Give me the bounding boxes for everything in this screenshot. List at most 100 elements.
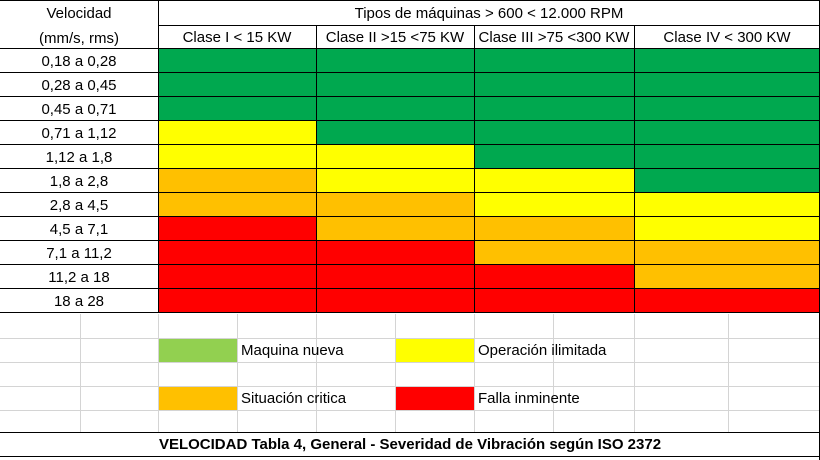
severity-cell-red [159, 217, 316, 241]
row-border [0, 288, 820, 289]
severity-cell-green [635, 73, 820, 97]
severity-cell-green [317, 121, 474, 145]
row-border [0, 240, 820, 241]
severity-cell-green [635, 97, 820, 121]
severity-cell-red [159, 241, 316, 265]
table-border [0, 312, 820, 313]
class-1-header: Clase I < 15 KW [182, 29, 292, 46]
severity-cell-red [317, 289, 474, 313]
table-border [158, 0, 159, 313]
severity-cell-green [159, 73, 316, 97]
velocity-range: 2,8 a 4,5 [49, 196, 109, 214]
severity-cell-orange [475, 241, 634, 265]
row-border [0, 144, 820, 145]
legend-label-critica: Situación critica [241, 390, 347, 407]
grid-line [0, 338, 820, 339]
severity-cell-green [159, 97, 316, 121]
row-border [0, 264, 820, 265]
footer-border [0, 456, 820, 457]
severity-cell-orange [635, 265, 820, 289]
velocity-range: 1,8 a 2,8 [49, 172, 109, 190]
grid-line [158, 314, 159, 432]
grid-line [80, 314, 81, 432]
grid-line [237, 314, 238, 432]
machine-types-header: Tipos de máquinas > 600 < 12.000 RPM [354, 4, 624, 22]
table-border [158, 25, 820, 26]
class-2-header: Clase II >15 <75 KW [325, 29, 465, 46]
severity-cell-green [635, 49, 820, 73]
velocity-units: (mm/s, rms) [39, 29, 119, 47]
severity-cell-red [475, 289, 634, 313]
severity-cell-yellow [317, 169, 474, 193]
velocity-range: 0,28 a 0,45 [41, 76, 117, 94]
grid-line [728, 314, 729, 432]
row-border [0, 168, 820, 169]
severity-cell-green [317, 73, 474, 97]
severity-cell-orange [159, 193, 316, 217]
velocity-range: 1,12 a 1,8 [45, 148, 113, 166]
legend-swatch-orange [159, 387, 237, 410]
legend-swatch-red [396, 387, 474, 410]
severity-cell-yellow [475, 169, 634, 193]
class-4-header: Clase IV < 300 KW [663, 29, 791, 46]
grid-line [0, 386, 820, 387]
table-border [0, 0, 820, 1]
velocity-range: 18 a 28 [53, 292, 105, 310]
severity-cell-green [475, 73, 634, 97]
severity-cell-green [475, 97, 634, 121]
severity-cell-orange [159, 169, 316, 193]
class-3-header: Clase III >75 <300 KW [478, 29, 630, 46]
severity-cell-green [317, 49, 474, 73]
legend-swatch-green [159, 339, 237, 362]
row-border [0, 72, 820, 73]
velocity-range: 0,71 a 1,12 [41, 124, 117, 142]
grid-line [316, 314, 317, 432]
table-border [634, 25, 635, 313]
severity-cell-yellow [475, 193, 634, 217]
severity-cell-orange [317, 217, 474, 241]
velocity-range: 4,5 a 7,1 [49, 220, 109, 238]
severity-cell-green [635, 145, 820, 169]
severity-cell-yellow [159, 145, 316, 169]
severity-cell-green [159, 49, 316, 73]
table-border [0, 48, 820, 49]
row-border [0, 216, 820, 217]
severity-cell-red [475, 265, 634, 289]
severity-cell-yellow [159, 121, 316, 145]
grid-line [395, 314, 396, 432]
severity-cell-green [475, 121, 634, 145]
legend-swatch-yellow [396, 339, 474, 362]
severity-cell-red [317, 241, 474, 265]
footer-border [0, 432, 820, 433]
severity-cell-red [635, 289, 820, 313]
severity-cell-yellow [635, 193, 820, 217]
grid-line [553, 314, 554, 432]
severity-cell-orange [317, 193, 474, 217]
severity-cell-red [159, 289, 316, 313]
severity-cell-green [317, 97, 474, 121]
grid-line [634, 314, 635, 432]
table-caption: VELOCIDAD Tabla 4, General - Severidad d… [158, 435, 662, 453]
table-border [474, 25, 475, 313]
severity-cell-green [475, 145, 634, 169]
severity-cell-red [317, 265, 474, 289]
row-border [0, 192, 820, 193]
severity-cell-orange [635, 241, 820, 265]
legend-label-inminente: Falla inminente [478, 390, 580, 407]
severity-cell-yellow [635, 217, 820, 241]
legend-label-ilimitada: Operación ilimitada [478, 342, 607, 359]
severity-cell-red [159, 265, 316, 289]
velocity-header: Velocidad [46, 4, 112, 22]
grid-line [0, 410, 820, 411]
grid-line [474, 314, 475, 432]
row-border [0, 120, 820, 121]
legend-label-nueva: Maquina nueva [241, 342, 344, 359]
velocity-range: 7,1 a 11,2 [46, 244, 112, 262]
row-border [0, 96, 820, 97]
table-border [316, 25, 317, 313]
severity-cell-green [475, 49, 634, 73]
severity-cell-green [635, 121, 820, 145]
velocity-range: 0,45 a 0,71 [41, 100, 117, 118]
grid-line [0, 362, 820, 363]
